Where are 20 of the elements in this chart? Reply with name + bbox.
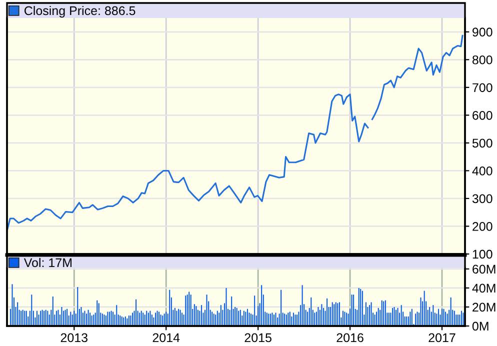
y-tick-label: 800	[472, 55, 492, 64]
x-tick-label: 2015	[244, 333, 272, 342]
y-tick-label: 400	[472, 166, 492, 176]
y-tick-label: 600	[472, 110, 492, 120]
x-tick-label: 2017	[428, 333, 456, 342]
legend-label: Vol: 17M	[24, 258, 72, 268]
y-tick-label: 200	[472, 222, 492, 231]
y-tick-label: 60M	[472, 264, 496, 274]
y-tick-label: 300	[472, 194, 492, 204]
y-tick-label: 0M	[472, 322, 488, 331]
y-tick-label: 900	[472, 28, 492, 37]
y-tick-label: 40M	[472, 284, 496, 293]
y-tick-label: 700	[472, 83, 492, 92]
legend-label: Closing Price: 886.5	[24, 6, 136, 18]
x-tick-label: 2013	[60, 333, 88, 342]
y-tick-label: 20M	[472, 302, 496, 312]
y-tick-label: 500	[472, 138, 492, 148]
y-tick-label: 100	[472, 250, 492, 259]
x-tick-label: 2014	[152, 333, 180, 342]
x-tick-label: 2016	[336, 333, 364, 342]
